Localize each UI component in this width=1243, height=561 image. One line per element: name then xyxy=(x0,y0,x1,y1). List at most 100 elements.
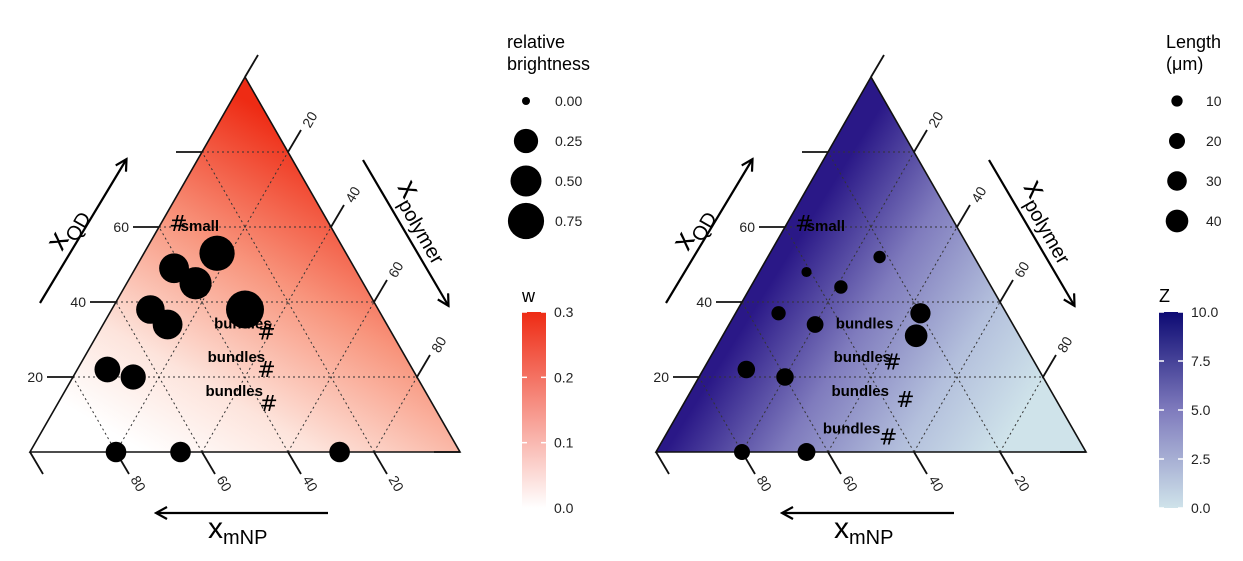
annotation-hash: # xyxy=(169,212,187,237)
data-point xyxy=(834,280,848,294)
mnp-axis-title-main: x xyxy=(208,512,223,545)
annotation-hash: # xyxy=(879,426,897,451)
size-legend-title: Length xyxy=(1166,32,1221,52)
mnp-tick-label: 60 xyxy=(214,473,236,495)
annotation-label: small xyxy=(807,218,845,235)
polymer-tick-label: 60 xyxy=(385,259,407,281)
mnp-tick-label: 40 xyxy=(300,473,322,495)
data-point xyxy=(904,324,928,348)
annotation-label: bundles xyxy=(823,420,881,437)
size-legend-key xyxy=(1165,209,1189,233)
size-legend-title: brightness xyxy=(507,54,590,74)
annotation-hash: # xyxy=(257,358,275,383)
mnp-tick-label: 40 xyxy=(926,473,948,495)
color-legend-label: 0.0 xyxy=(1191,500,1211,516)
size-legend-label: 10 xyxy=(1206,93,1222,109)
data-point xyxy=(120,364,146,390)
polymer-tick-label: 20 xyxy=(299,109,321,131)
mnp-tick xyxy=(999,451,1014,475)
size-legend-title: relative xyxy=(507,32,565,52)
mnp-axis-title-sub: mNP xyxy=(223,527,267,549)
grid-line xyxy=(827,226,958,453)
polymer-tick xyxy=(913,129,928,153)
data-point xyxy=(776,368,794,386)
data-point xyxy=(226,290,264,329)
polymer-axis-arrow xyxy=(362,159,448,305)
ternary-fill xyxy=(30,77,460,452)
annotation-hash: # xyxy=(259,392,277,417)
size-legend-key xyxy=(1167,171,1187,191)
size-legend-title: (μm) xyxy=(1166,54,1203,74)
annotation-hash: # xyxy=(896,388,914,413)
qd-tick-label: 20 xyxy=(653,369,669,385)
polymer-tick xyxy=(373,279,388,303)
mnp-axis-title-sub: mNP xyxy=(849,527,893,549)
color-legend-title: w xyxy=(521,286,536,306)
data-point xyxy=(806,316,824,333)
size-legend-label: 30 xyxy=(1206,173,1222,189)
size-legend-key xyxy=(522,97,530,105)
corner-tick xyxy=(244,54,259,78)
polymer-tick-label: 80 xyxy=(1054,334,1076,356)
polymer-tick-label: 40 xyxy=(968,184,990,206)
ternary-border xyxy=(654,75,1088,453)
size-legend-label: 20 xyxy=(1206,133,1222,149)
annotation-label: bundles xyxy=(214,315,272,332)
size-legend-key xyxy=(1169,133,1185,149)
grid-line xyxy=(287,301,375,453)
color-legend-bar xyxy=(522,312,546,508)
right-ternary-panel: 2040602040608020406080xQDxpolymerxmNP#sm… xyxy=(653,32,1221,549)
qd-tick-label: 60 xyxy=(113,219,129,235)
data-point xyxy=(152,309,183,340)
mnp-tick-label: 60 xyxy=(840,473,862,495)
color-legend-label: 0.2 xyxy=(554,369,574,385)
qd-axis-title: xQD xyxy=(665,200,721,258)
mnp-axis-title: xmNP xyxy=(834,512,893,549)
qd-axis-arrow xyxy=(39,160,126,304)
mnp-tick xyxy=(201,451,216,475)
polymer-tick xyxy=(330,204,345,228)
size-legend-key xyxy=(1171,95,1183,107)
mnp-tick-label: 80 xyxy=(128,473,150,495)
data-point xyxy=(801,266,812,278)
color-legend-label: 0.0 xyxy=(554,500,574,516)
qd-axis-title: xQD xyxy=(39,200,95,258)
size-legend-label: 0.00 xyxy=(555,93,582,109)
polymer-axis-title: xpolymer xyxy=(1012,174,1089,268)
grid-line xyxy=(913,301,1001,453)
mnp-tick-label: 20 xyxy=(1012,473,1034,495)
mnp-tick-label: 80 xyxy=(754,473,776,495)
mnp-tick xyxy=(287,451,302,475)
data-point xyxy=(737,360,756,379)
qd-tick-label: 20 xyxy=(27,369,43,385)
data-point xyxy=(199,235,235,271)
size-legend-label: 40 xyxy=(1206,213,1222,229)
color-legend-label: 5.0 xyxy=(1191,402,1211,418)
polymer-tick-label: 20 xyxy=(925,109,947,131)
annotation-hash: # xyxy=(795,212,813,237)
annotation-label: small xyxy=(181,218,219,235)
data-point xyxy=(179,267,212,300)
color-legend-label: 0.1 xyxy=(554,435,574,451)
data-point xyxy=(94,356,121,383)
data-point xyxy=(329,441,350,463)
polymer-tick xyxy=(416,354,431,378)
mnp-tick xyxy=(913,451,928,475)
qd-tick-label: 40 xyxy=(70,294,86,310)
annotation-label: bundles xyxy=(834,349,892,366)
annotation-hash: # xyxy=(257,321,275,346)
color-legend-label: 0.3 xyxy=(554,304,574,320)
annotation-label: bundles xyxy=(831,383,889,400)
polymer-tick-label: 40 xyxy=(342,184,364,206)
qd-tick-label: 40 xyxy=(696,294,712,310)
size-legend-key xyxy=(507,202,545,240)
qd-axis-arrow xyxy=(665,160,752,304)
mnp-tick xyxy=(373,451,388,475)
color-legend-label: 7.5 xyxy=(1191,353,1211,369)
color-legend-label: 2.5 xyxy=(1191,451,1211,467)
polymer-tick xyxy=(287,129,302,153)
ternary-fill xyxy=(656,77,1086,452)
corner-tick xyxy=(29,451,44,475)
data-point xyxy=(170,441,191,463)
mnp-axis-title-main: x xyxy=(834,512,849,545)
